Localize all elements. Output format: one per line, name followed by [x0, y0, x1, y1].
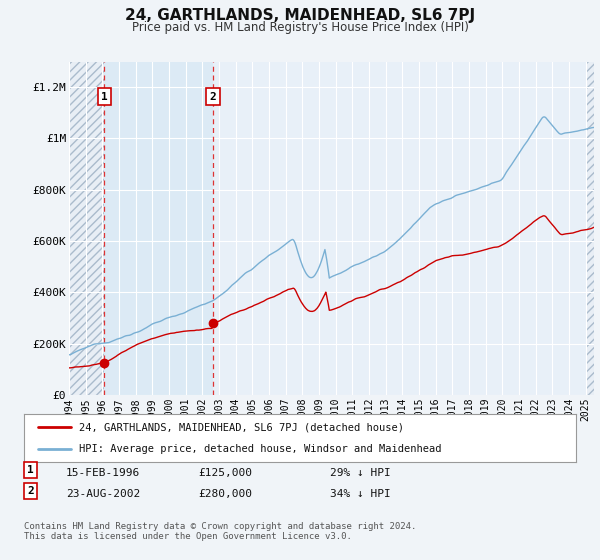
Text: HPI: Average price, detached house, Windsor and Maidenhead: HPI: Average price, detached house, Wind… [79, 444, 442, 454]
Text: £125,000: £125,000 [198, 468, 252, 478]
Text: 34% ↓ HPI: 34% ↓ HPI [330, 489, 391, 499]
Text: 24, GARTHLANDS, MAIDENHEAD, SL6 7PJ (detached house): 24, GARTHLANDS, MAIDENHEAD, SL6 7PJ (det… [79, 422, 404, 432]
Text: Price paid vs. HM Land Registry's House Price Index (HPI): Price paid vs. HM Land Registry's House … [131, 21, 469, 34]
Text: £280,000: £280,000 [198, 489, 252, 499]
Text: 23-AUG-2002: 23-AUG-2002 [66, 489, 140, 499]
Bar [69, 62, 104, 395]
Text: 1: 1 [101, 92, 108, 101]
Text: 24, GARTHLANDS, MAIDENHEAD, SL6 7PJ: 24, GARTHLANDS, MAIDENHEAD, SL6 7PJ [125, 8, 475, 24]
Bar [586, 62, 594, 395]
Text: 15-FEB-1996: 15-FEB-1996 [66, 468, 140, 478]
Text: 2: 2 [209, 92, 217, 101]
Bar [69, 62, 104, 395]
Bar [104, 62, 213, 395]
Text: 2: 2 [27, 486, 34, 496]
Text: 1: 1 [27, 465, 34, 475]
Text: Contains HM Land Registry data © Crown copyright and database right 2024.
This d: Contains HM Land Registry data © Crown c… [24, 522, 416, 542]
Text: 29% ↓ HPI: 29% ↓ HPI [330, 468, 391, 478]
